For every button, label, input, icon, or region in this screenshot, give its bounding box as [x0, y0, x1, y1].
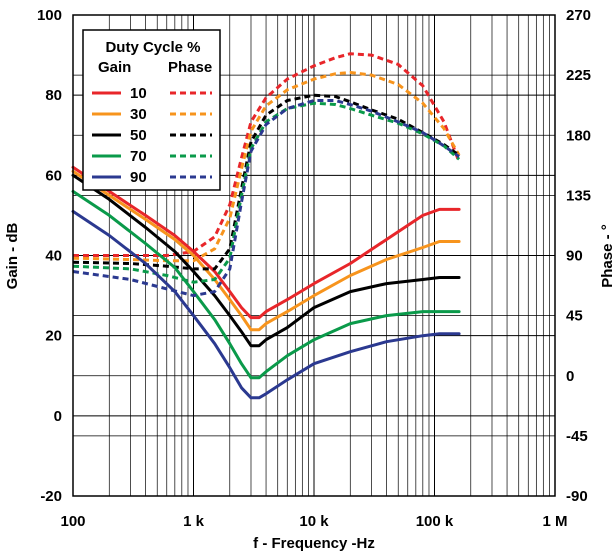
y-right-tick-label: 180	[566, 127, 591, 144]
y-right-tick-label: 225	[566, 67, 591, 84]
y-left-tick-label: 100	[37, 7, 62, 24]
y-axis-right-label: Phase - °	[599, 224, 616, 288]
phase-curve-50	[72, 93, 460, 271]
x-tick-label: 100	[60, 513, 85, 530]
y-left-tick-label: -20	[40, 488, 62, 505]
legend-gain-header: Gain	[98, 59, 131, 76]
phase-curve-10	[73, 52, 461, 257]
phase-curve-30	[72, 71, 461, 263]
x-tick-label: 100 k	[416, 513, 454, 530]
legend-box	[82, 29, 221, 191]
y-right-tick-label: 0	[566, 368, 574, 385]
gain-curve-90	[71, 209, 461, 400]
y-right-tick-label: 45	[566, 308, 583, 325]
y-right-tick-label: -90	[566, 488, 588, 505]
y-left-tick-label: 0	[54, 408, 62, 425]
legend: Duty Cycle % Gain Phase 10 30 50 70 90	[82, 29, 221, 191]
x-tick-label: 1 M	[542, 513, 567, 530]
legend-rows: 10 30 50 70 90	[92, 85, 212, 186]
x-axis-label: f - Frequency -Hz	[253, 535, 375, 552]
y-left-tick-label: 80	[45, 87, 62, 104]
y-left-tick-label: 40	[45, 248, 62, 265]
curves	[71, 52, 461, 400]
phase-curve-70	[72, 101, 461, 284]
x-tick-label: 1 k	[183, 513, 205, 530]
legend-title: Duty Cycle %	[105, 39, 200, 56]
x-tick-label: 10 k	[299, 513, 329, 530]
legend-label-30: 30	[130, 106, 147, 123]
legend-label-90: 90	[130, 169, 147, 186]
y-right-tick-label: 90	[566, 248, 583, 265]
legend-label-50: 50	[130, 127, 147, 144]
legend-label-10: 10	[130, 85, 147, 102]
phase-curve-90	[72, 99, 460, 298]
gain-curve-70	[71, 189, 461, 380]
gain-curve-30	[71, 169, 461, 332]
y-axis-left-label: Gain - dB	[4, 223, 21, 290]
legend-phase-header: Phase	[168, 59, 212, 76]
y-right-tick-label: -45	[566, 428, 588, 445]
plot-frame	[72, 14, 556, 497]
tick-labels: 100 1 k 10 k 100 k 1 M -20 0 20 40 60 80 100 -90 -45 0…	[37, 7, 591, 530]
y-right-tick-label: 270	[566, 7, 591, 24]
y-left-tick-label: 20	[45, 328, 62, 345]
legend-label-70: 70	[130, 148, 147, 165]
gain-curve-10	[71, 165, 461, 320]
y-left-tick-label: 60	[45, 167, 62, 184]
gain-curve-50	[71, 173, 461, 348]
y-right-tick-label: 135	[566, 187, 591, 204]
